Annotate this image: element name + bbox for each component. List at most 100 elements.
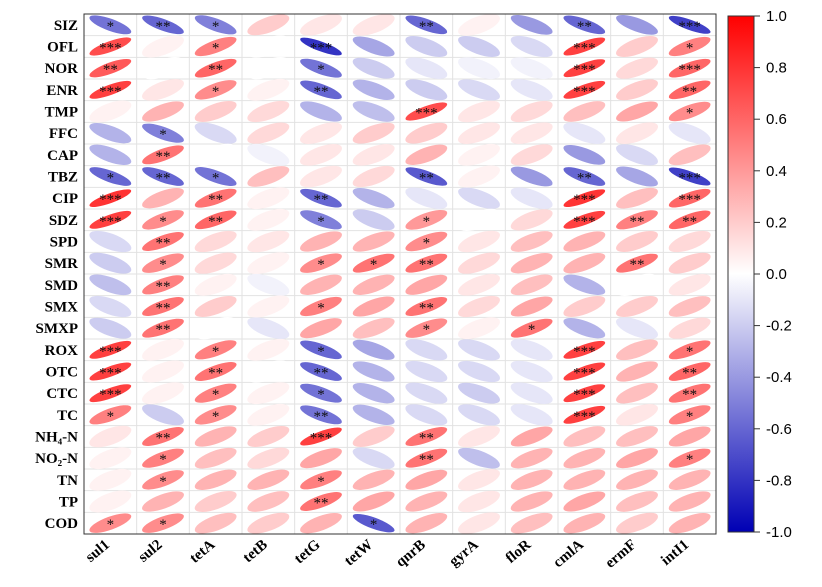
significance-label: **	[156, 236, 171, 252]
colorbar-tick-label: -0.8	[766, 472, 792, 489]
correlation-ellipse	[616, 339, 658, 361]
significance-label: **	[682, 387, 697, 403]
column-label: tetG	[292, 537, 324, 568]
correlation-ellipse	[300, 14, 342, 36]
correlation-ellipse	[510, 382, 553, 404]
significance-label: *	[317, 474, 325, 490]
correlation-ellipse	[194, 296, 237, 317]
significance-label: ***	[573, 387, 596, 403]
correlation-ellipse	[89, 189, 132, 208]
correlation-ellipse	[300, 492, 342, 511]
correlation-ellipse	[142, 448, 184, 468]
correlation-ellipse	[458, 57, 500, 80]
significance-label: ***	[573, 84, 596, 100]
correlation-ellipse	[405, 427, 448, 446]
correlation-ellipse	[194, 101, 237, 122]
correlation-ellipse	[352, 231, 395, 252]
significance-label: *	[423, 214, 431, 230]
correlation-ellipse	[563, 80, 606, 99]
row-label: SMXP	[36, 321, 79, 337]
correlation-ellipse	[668, 405, 711, 425]
correlation-ellipse	[247, 100, 290, 123]
correlation-ellipse	[563, 15, 606, 35]
significance-label: **	[314, 366, 329, 382]
correlation-ellipse	[616, 122, 658, 144]
correlation-ellipse	[89, 80, 132, 99]
correlation-ellipse	[510, 187, 553, 209]
correlation-ellipse	[458, 360, 500, 383]
colorbar-tick-label: 0.4	[766, 163, 787, 180]
correlation-ellipse	[458, 208, 500, 231]
significance-label: ***	[573, 62, 596, 78]
correlation-ellipse	[616, 296, 658, 317]
correlation-ellipse	[563, 362, 606, 381]
significance-label: **	[156, 149, 171, 165]
correlation-ellipse	[668, 230, 711, 253]
correlation-ellipse	[405, 491, 448, 512]
correlation-ellipse	[300, 427, 342, 446]
correlation-ellipse	[89, 447, 132, 470]
correlation-ellipse	[563, 252, 606, 274]
significance-label: **	[419, 301, 434, 317]
correlation-ellipse	[510, 209, 553, 231]
correlation-ellipse	[616, 512, 658, 534]
significance-label: *	[159, 257, 167, 273]
significance-label: *	[212, 409, 220, 425]
correlation-ellipse	[142, 275, 184, 295]
correlation-ellipse	[89, 167, 132, 186]
significance-label: *	[686, 106, 694, 122]
correlation-ellipse	[247, 447, 290, 469]
correlation-ellipse	[352, 426, 395, 447]
column-label: tetB	[240, 537, 271, 566]
correlation-ellipse	[616, 382, 658, 404]
correlation-ellipse	[510, 360, 553, 383]
correlation-ellipse	[247, 403, 290, 426]
significance-label: **	[577, 19, 592, 35]
significance-label: **	[156, 171, 171, 187]
row-label: CAP	[47, 148, 78, 164]
correlation-ellipse	[616, 187, 658, 209]
correlation-ellipse	[352, 101, 395, 122]
correlation-ellipse	[300, 470, 342, 490]
correlation-ellipse	[405, 187, 448, 209]
colorbar-tick-label: 0.0	[766, 266, 787, 283]
correlation-ellipse	[194, 230, 237, 253]
correlation-ellipse	[89, 490, 132, 513]
correlation-ellipse	[194, 512, 237, 534]
correlation-ellipse	[668, 252, 711, 274]
correlation-ellipse	[142, 253, 184, 273]
correlation-ellipse	[194, 469, 237, 491]
significance-label: *	[317, 301, 325, 317]
correlation-ellipse	[194, 167, 237, 186]
row-label: CIP	[52, 191, 78, 207]
correlation-ellipse	[352, 187, 395, 209]
correlation-ellipse	[142, 187, 184, 209]
correlation-ellipse	[142, 35, 184, 58]
correlation-ellipse	[405, 297, 448, 316]
correlation-ellipse	[668, 274, 711, 296]
correlation-ellipse	[352, 57, 395, 79]
correlation-ellipse	[142, 470, 184, 490]
correlation-ellipse	[300, 37, 342, 56]
correlation-ellipse	[563, 189, 606, 208]
correlation-ellipse	[616, 57, 658, 79]
significance-label: **	[630, 257, 645, 273]
correlation-ellipse	[668, 58, 711, 78]
correlation-ellipse	[405, 209, 448, 230]
correlation-ellipse	[194, 210, 237, 230]
correlation-ellipse	[563, 405, 606, 424]
correlation-ellipse	[668, 362, 711, 381]
correlation-ellipse	[247, 382, 290, 405]
correlation-ellipse	[194, 252, 237, 274]
row-label: NOR	[45, 61, 79, 77]
correlation-ellipse	[616, 253, 658, 273]
correlation-ellipse	[247, 491, 290, 512]
correlation-ellipse	[405, 274, 448, 295]
correlation-ellipse	[194, 317, 237, 340]
correlation-ellipse	[405, 79, 448, 101]
correlation-ellipse	[300, 210, 342, 230]
correlation-ellipse	[563, 469, 606, 491]
correlation-ellipse	[458, 36, 500, 57]
correlation-ellipse	[142, 318, 184, 338]
correlation-ellipse	[247, 122, 290, 144]
